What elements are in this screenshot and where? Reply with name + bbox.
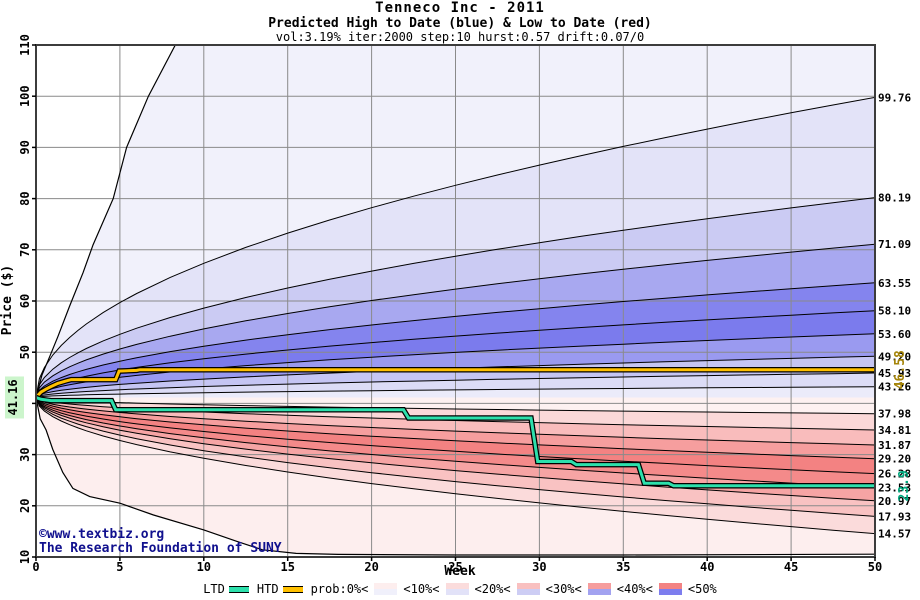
right-price-label: 26.28 bbox=[878, 468, 911, 481]
x-tick-label: 40 bbox=[700, 560, 714, 574]
x-tick-label: 15 bbox=[280, 560, 294, 574]
right-price-label: 53.60 bbox=[878, 328, 911, 341]
x-axis-title: Week bbox=[444, 564, 476, 579]
percentile-boundary-line bbox=[36, 397, 875, 431]
legend-prob-label: <10%< bbox=[403, 582, 440, 596]
x-tick-label: 5 bbox=[116, 560, 123, 574]
upper-envelope-line bbox=[36, 45, 176, 398]
y-tick-label: 20 bbox=[18, 499, 32, 513]
right-price-label: 58.10 bbox=[878, 305, 911, 318]
y-tick-label: 110 bbox=[18, 34, 32, 56]
x-tick-label: 0 bbox=[32, 560, 39, 574]
final-value-label: 46.58 bbox=[893, 350, 908, 389]
legend-ltd-swatch bbox=[228, 585, 249, 593]
right-price-label: 63.55 bbox=[878, 277, 911, 290]
watermark: ©www.textbiz.org The Research Foundation… bbox=[39, 528, 282, 555]
right-price-label: 45.93 bbox=[878, 367, 911, 380]
legend: LTD HTD prob:0%< <10%< <20%< <30%< <40%< <50% bbox=[0, 582, 920, 596]
x-tick-label: 20 bbox=[364, 560, 378, 574]
y-tick-label: 80 bbox=[18, 191, 32, 205]
right-price-label: 80.19 bbox=[878, 192, 911, 205]
percentile-boundary-line bbox=[36, 372, 875, 398]
legend-band-swatch bbox=[658, 583, 682, 595]
legend-band-swatch bbox=[445, 583, 469, 595]
probability-band bbox=[36, 244, 875, 398]
legend-prob-label: <20%< bbox=[474, 582, 511, 596]
x-tick-label: 25 bbox=[448, 560, 462, 574]
x-tick-label: 35 bbox=[616, 560, 630, 574]
legend-band-swatch bbox=[516, 583, 540, 595]
y-tick-label: 90 bbox=[18, 140, 32, 154]
y-tick-label: 10 bbox=[18, 550, 32, 564]
probability-band bbox=[36, 282, 875, 398]
percentile-boundary-line bbox=[36, 397, 875, 489]
right-price-label: 37.98 bbox=[878, 408, 911, 421]
probability-band bbox=[36, 310, 875, 398]
percentile-boundary-line bbox=[36, 397, 875, 535]
start-price-highlight bbox=[5, 376, 24, 419]
legend-htd-label: HTD bbox=[256, 582, 279, 596]
percentile-boundary-line bbox=[36, 397, 875, 475]
percentile-boundary-line bbox=[36, 397, 875, 517]
ltd-line bbox=[36, 396, 875, 488]
percentile-boundary-line bbox=[36, 333, 875, 398]
percentile-boundary-line bbox=[36, 386, 875, 398]
right-price-label: 17.93 bbox=[878, 510, 911, 523]
legend-band-swatch bbox=[374, 583, 398, 595]
legend-prob-label: <30%< bbox=[545, 582, 582, 596]
chart-subtitle: Predicted High to Date (blue) & Low to D… bbox=[268, 15, 652, 31]
y-tick-label: 70 bbox=[18, 243, 32, 257]
legend-htd-swatch bbox=[282, 585, 303, 593]
chart-title: Tenneco Inc - 2011 bbox=[375, 0, 545, 16]
right-price-label: 43.26 bbox=[878, 381, 911, 394]
y-tick-label: 100 bbox=[18, 85, 32, 107]
legend-prob-label: <50% bbox=[687, 582, 717, 596]
legend-prob-label: prob:0%< bbox=[310, 582, 369, 596]
right-price-label: 20.97 bbox=[878, 495, 911, 508]
x-tick-label: 10 bbox=[197, 560, 211, 574]
right-price-label: 14.57 bbox=[878, 528, 911, 541]
percentile-boundary-line bbox=[36, 355, 875, 398]
legend-band-swatch bbox=[587, 583, 611, 595]
legend-prob-label: <40%< bbox=[616, 582, 653, 596]
percentile-boundary-line bbox=[36, 397, 875, 446]
final-value-label: 23.9 bbox=[897, 470, 912, 501]
x-tick-label: 45 bbox=[784, 560, 798, 574]
right-price-label: 71.09 bbox=[878, 238, 911, 251]
y-tick-label: 50 bbox=[18, 345, 32, 359]
x-tick-label: 50 bbox=[868, 560, 882, 574]
probability-band bbox=[36, 197, 875, 398]
chart-parameters: vol:3.19% iter:2000 step:10 hurst:0.57 d… bbox=[275, 30, 645, 45]
y-axis-title: Price ($) bbox=[0, 265, 15, 335]
plot-area-group bbox=[36, 45, 875, 557]
percentile-boundary-line bbox=[36, 282, 875, 398]
right-price-label: 99.76 bbox=[878, 91, 911, 104]
watermark-org: The Research Foundation of SUNY bbox=[39, 540, 282, 556]
htd-line bbox=[36, 368, 875, 399]
right-price-label: 34.81 bbox=[878, 424, 911, 437]
probability-band bbox=[36, 397, 875, 459]
start-price-label: 41.16 bbox=[6, 379, 20, 415]
y-tick-label: 30 bbox=[18, 447, 32, 461]
title-block: Tenneco Inc - 2011 Predicted High to Dat… bbox=[0, 1, 920, 44]
probability-band bbox=[36, 45, 875, 398]
right-price-label: 31.87 bbox=[878, 439, 911, 452]
percentile-boundary-line bbox=[36, 197, 875, 398]
right-price-label: 23.53 bbox=[878, 482, 911, 495]
lower-envelope-line bbox=[36, 397, 875, 556]
watermark-url: ©www.textbiz.org bbox=[39, 527, 165, 542]
right-price-label: 29.20 bbox=[878, 453, 911, 466]
probability-band bbox=[36, 397, 875, 488]
percentile-boundary-line bbox=[36, 96, 875, 398]
x-tick-label: 30 bbox=[532, 560, 546, 574]
percentile-boundary-line bbox=[36, 397, 875, 460]
right-price-label: 49.20 bbox=[878, 350, 911, 363]
legend-ltd-label: LTD bbox=[203, 582, 225, 596]
percentile-boundary-line bbox=[36, 243, 875, 398]
y-tick-label: 60 bbox=[18, 294, 32, 308]
